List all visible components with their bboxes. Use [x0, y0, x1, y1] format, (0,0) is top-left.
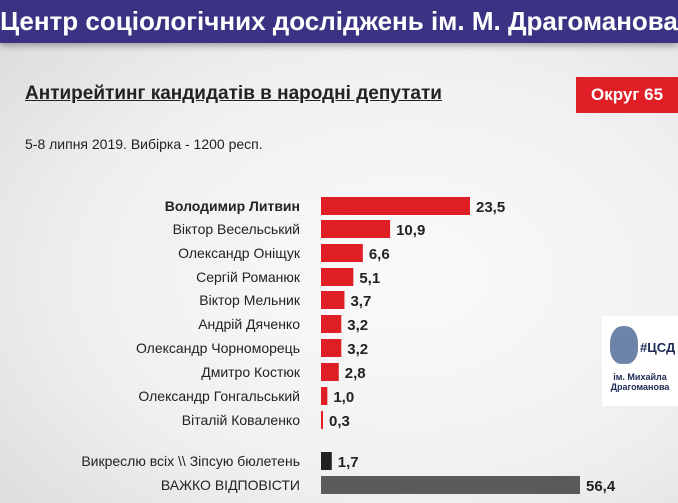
category-label: Олександр Оніщук [178, 245, 301, 261]
bar [321, 315, 342, 333]
bar [321, 244, 363, 262]
bar [321, 476, 580, 494]
chart-title: Антирейтинг кандидатів в народні депутат… [25, 83, 442, 104]
value-label: 3,2 [347, 317, 368, 334]
category-label: ВАЖКО ВІДПОВІСТИ [161, 477, 300, 493]
header-title: Центр соціологічних досліджень ім. М. Др… [0, 0, 678, 43]
bar [321, 411, 323, 429]
value-label: 6,6 [369, 246, 390, 263]
value-label: 3,2 [347, 341, 368, 358]
category-label: Володимир Литвин [165, 198, 300, 214]
district-badge: Округ 65 [576, 77, 678, 113]
category-label: Дмитро Костюк [201, 364, 301, 380]
category-label: Сергій Романюк [196, 269, 301, 285]
category-label: Віталій Коваленко [182, 412, 300, 428]
value-label: 56,4 [586, 478, 616, 495]
bar [321, 363, 339, 381]
value-label: 1,0 [333, 389, 354, 406]
value-label: 5,1 [359, 270, 380, 287]
chart-subtitle: 5-8 липня 2019. Вибірка - 1200 респ. [25, 136, 263, 152]
bar [321, 452, 332, 470]
logo-title: #ЦСД [640, 340, 676, 355]
bar [321, 268, 354, 286]
bar [321, 291, 345, 309]
logo-subtitle: ім. Михайла Драгоманова [610, 372, 670, 392]
value-label: 0,3 [329, 413, 350, 430]
category-label: Андрій Дяченко [198, 316, 300, 332]
value-label: 3,7 [350, 293, 371, 310]
category-label: Олександр Чорноморець [136, 340, 300, 356]
category-label: Викреслю всіх \\ Зіпсую бюлетень [81, 453, 300, 469]
category-label: Олександр Гонгальський [138, 388, 300, 404]
category-label: Віктор Мельник [199, 292, 301, 308]
category-label: Віктор Весельський [173, 221, 300, 237]
value-label: 1,7 [338, 454, 359, 471]
value-label: 10,9 [396, 222, 425, 239]
bar [321, 197, 470, 215]
bar [321, 220, 391, 238]
portrait-icon [610, 326, 638, 364]
value-label: 23,5 [476, 199, 505, 216]
bar [321, 387, 328, 405]
bar [321, 339, 342, 357]
logo: #ЦСД ім. Михайла Драгоманова [602, 316, 678, 406]
value-label: 2,8 [345, 365, 366, 382]
